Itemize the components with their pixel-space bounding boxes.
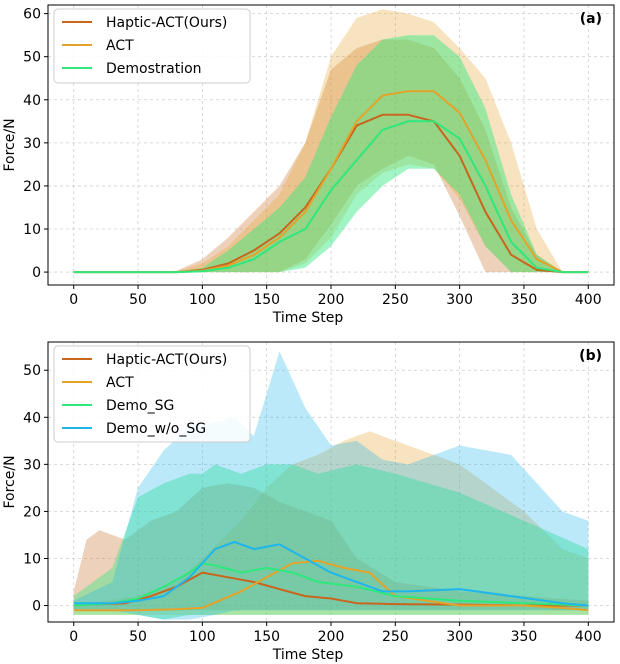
plot-area — [73, 9, 589, 274]
y-tick-label: 20 — [23, 504, 41, 520]
series-band-demo_wo_sg — [73, 351, 589, 620]
legend-label: Demostration — [106, 61, 202, 77]
y-axis-label: Force/N — [2, 118, 18, 171]
x-tick-label: 350 — [511, 629, 538, 645]
y-tick-label: 10 — [23, 551, 41, 567]
legend: Haptic-ACT(Ours) ACT Demo_SG Demo_w/o_SG — [53, 345, 251, 443]
y-tick-label: 30 — [23, 136, 41, 152]
y-tick-label: 40 — [23, 410, 41, 426]
x-tick-label: 200 — [318, 292, 345, 308]
x-tick-label: 0 — [69, 292, 78, 308]
x-tick-label: 400 — [575, 629, 602, 645]
series-band-haptic — [73, 39, 589, 273]
plot-area — [73, 351, 589, 620]
gridlines — [48, 5, 614, 285]
x-tick-label: 100 — [189, 629, 216, 645]
x-tick-label: 150 — [253, 629, 280, 645]
y-tick-label: 0 — [32, 599, 41, 615]
x-tick-label: 100 — [189, 292, 216, 308]
x-tick-label: 300 — [446, 292, 473, 308]
series-line-act — [73, 559, 589, 612]
legend-label: ACT — [106, 375, 134, 391]
legend-label: Demo_SG — [106, 398, 174, 414]
x-axis-label: Time Step — [272, 647, 344, 663]
x-tick-label: 350 — [511, 292, 538, 308]
gridlines — [48, 342, 614, 622]
legend-label: ACT — [106, 38, 134, 54]
series-line-demo_sg — [73, 562, 589, 607]
legend: Haptic-ACT(Ours) ACT Demostration — [53, 8, 251, 84]
y-tick-label: 10 — [23, 222, 41, 238]
y-tick-label: 50 — [23, 50, 41, 66]
series-band-act — [73, 431, 589, 615]
panel-b: 0 50 100 150 200 250 300 350 400 0 10 20 30 40 50 Time … — [2, 341, 615, 663]
x-tick-label: 50 — [129, 292, 147, 308]
x-tick-label: 250 — [382, 629, 409, 645]
legend-label: Demo_w/o_SG — [106, 421, 206, 437]
y-tick-label: 60 — [23, 7, 41, 23]
panel-tag: (a) — [580, 11, 602, 27]
y-tick-label: 50 — [23, 363, 41, 379]
x-axis-label: Time Step — [272, 310, 344, 326]
y-tick-label: 40 — [23, 93, 41, 109]
x-tick-label: 300 — [446, 629, 473, 645]
x-tick-label: 400 — [575, 292, 602, 308]
legend-box — [53, 8, 251, 84]
y-tick-label: 30 — [23, 457, 41, 473]
legend-box — [53, 345, 251, 443]
y-tick-label: 0 — [32, 265, 41, 281]
y-tick-label: 20 — [23, 179, 41, 195]
legend-label: Haptic-ACT(Ours) — [106, 352, 227, 368]
series-band-act — [73, 9, 589, 273]
x-tick-label: 200 — [318, 629, 345, 645]
series-line-demo_wo_sg — [73, 541, 589, 607]
panel-tag: (b) — [579, 348, 602, 364]
series-line-demo — [73, 120, 589, 274]
x-tick-label: 0 — [69, 629, 78, 645]
legend-label: Haptic-ACT(Ours) — [106, 15, 227, 31]
series-band-demo_sg — [73, 464, 589, 620]
y-axis-label: Force/N — [2, 455, 18, 508]
x-tick-label: 50 — [129, 629, 147, 645]
x-tick-label: 250 — [382, 292, 409, 308]
x-tick-label: 150 — [253, 292, 280, 308]
series-band-haptic — [73, 483, 589, 611]
panel-a: 0 50 100 150 200 250 300 350 400 0 10 20 30 40 50 60 Tim… — [2, 4, 615, 326]
series-band-demo — [73, 35, 589, 273]
